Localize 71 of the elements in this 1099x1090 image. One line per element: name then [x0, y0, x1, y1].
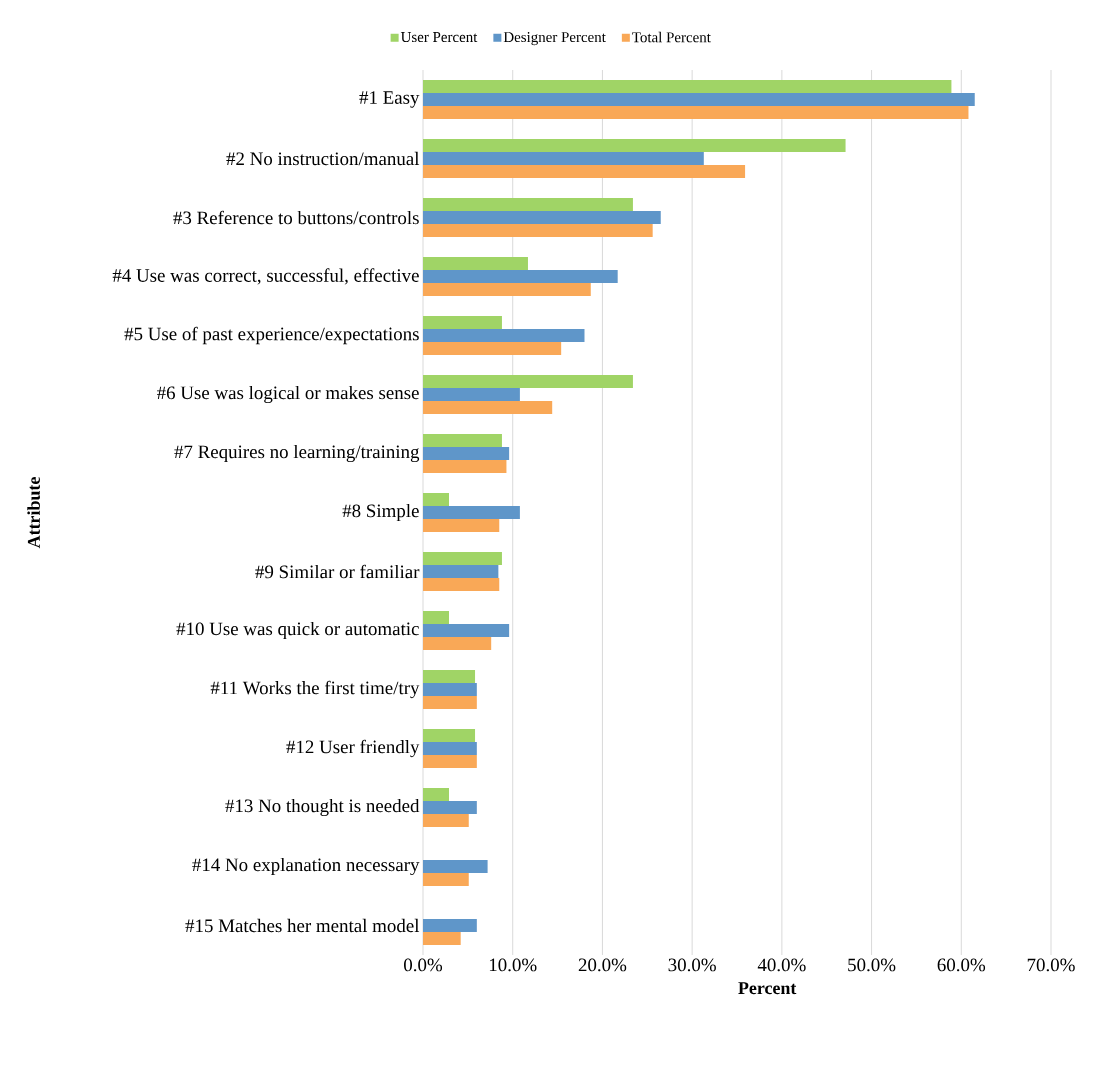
bar — [423, 256, 528, 270]
bar — [423, 315, 502, 329]
y-tick-label: #3 Reference to buttons/controls — [173, 210, 419, 225]
x-axis-title: Percent — [738, 982, 797, 995]
x-tick-label: 0.0% — [404, 958, 443, 972]
bar — [423, 801, 477, 814]
y-tick-label: #4 Use was correct, successful, effective — [112, 268, 419, 285]
bar — [423, 728, 476, 742]
bar — [423, 446, 510, 460]
bar — [423, 223, 653, 237]
y-tick-label: #9 Similar or familiar — [255, 564, 420, 579]
bar — [423, 873, 469, 886]
bar — [423, 577, 500, 591]
bar — [423, 505, 520, 519]
bar — [423, 138, 846, 152]
bar — [423, 682, 477, 696]
legend-label: User Percent — [400, 32, 478, 43]
bar — [423, 341, 562, 355]
bar — [423, 269, 618, 283]
bar — [423, 79, 952, 93]
bar — [423, 695, 477, 709]
y-tick-label: #7 Requires no learning/training — [174, 444, 420, 463]
bar — [423, 755, 477, 768]
y-tick-label: #2 No instruction/manual — [226, 151, 420, 166]
bar — [423, 433, 502, 447]
bar — [423, 623, 510, 637]
x-tick-label: 70.0% — [1027, 958, 1075, 972]
bar — [423, 636, 492, 650]
bar — [423, 387, 520, 401]
y-tick-label: #12 User friendly — [286, 739, 420, 758]
bar — [423, 459, 507, 473]
bar — [423, 492, 450, 506]
y-tick-label: #15 Matches her mental model — [185, 918, 420, 933]
bar — [423, 518, 500, 532]
x-tick-label: 30.0% — [668, 958, 716, 972]
bar — [423, 551, 502, 565]
bar — [423, 105, 969, 119]
bar — [423, 669, 476, 683]
x-tick-label: 20.0% — [578, 958, 627, 972]
bar — [423, 741, 477, 755]
bar — [423, 197, 633, 211]
y-tick-label: #8 Simple — [342, 503, 419, 522]
x-tick-label: 50.0% — [848, 958, 896, 972]
bar — [423, 788, 450, 801]
bar — [423, 164, 746, 178]
x-tick-label: 60.0% — [937, 958, 986, 972]
legend-label: Total Percent — [632, 31, 711, 43]
bar — [423, 932, 461, 945]
bar — [423, 814, 469, 827]
bar — [423, 92, 975, 106]
y-tick-label: #5 Use of past experience/expectations — [124, 326, 419, 345]
x-tick-label: 10.0% — [489, 958, 537, 972]
bar — [423, 282, 591, 296]
x-tick-label: 40.0% — [757, 958, 806, 972]
y-tick-label: #6 Use was logical or makes sense — [156, 385, 419, 404]
y-tick-label: #13 No thought is needed — [225, 798, 420, 817]
bar — [423, 328, 585, 342]
y-tick-label: #11 Works the first time/try — [210, 680, 420, 699]
bar — [423, 400, 553, 414]
bar — [423, 610, 450, 624]
bar — [423, 564, 499, 578]
bar — [423, 919, 477, 932]
bar — [423, 151, 704, 165]
legend-label: Designer Percent — [503, 32, 606, 46]
y-tick-label: #1 Easy — [359, 91, 420, 108]
bar — [423, 210, 661, 224]
y-axis-title: Attribute — [27, 477, 40, 549]
bar — [423, 860, 488, 873]
y-tick-label: #14 No explanation necessary — [192, 857, 420, 876]
y-tick-label: #10 Use was quick or automatic — [176, 621, 419, 640]
bar — [423, 374, 633, 388]
